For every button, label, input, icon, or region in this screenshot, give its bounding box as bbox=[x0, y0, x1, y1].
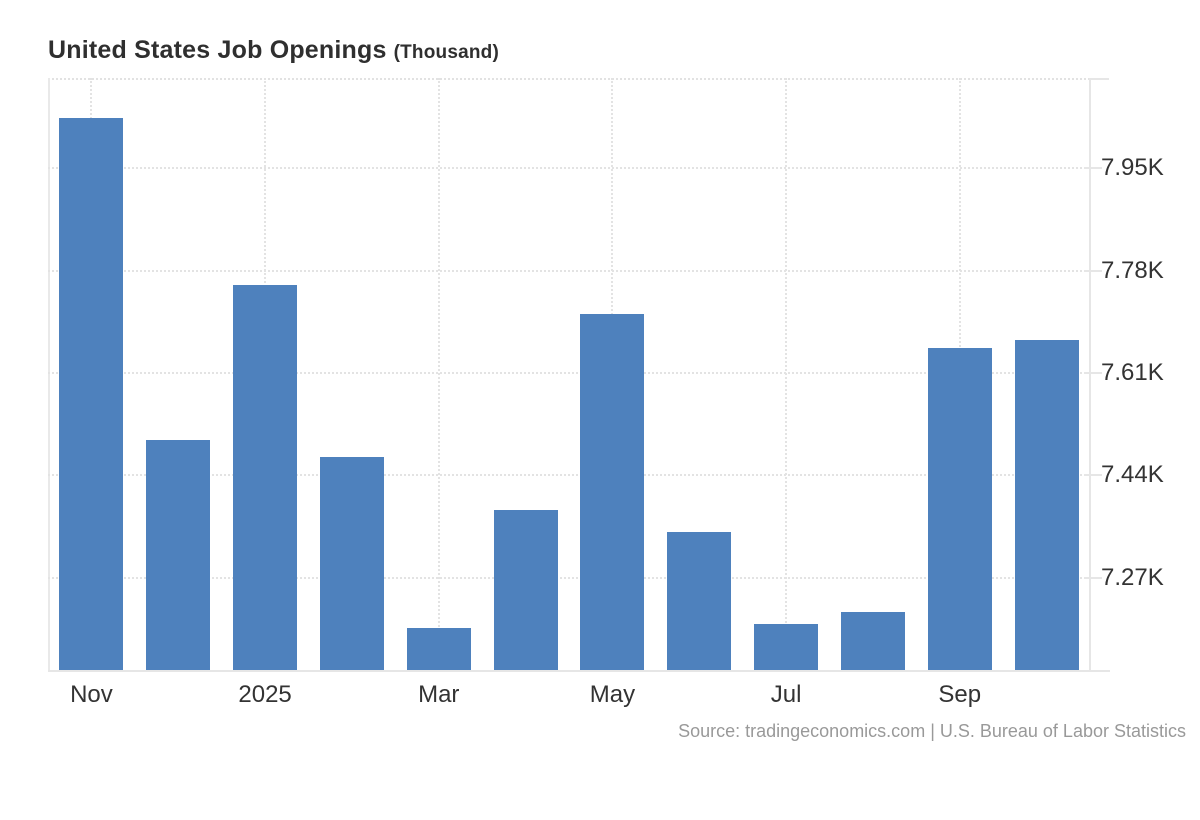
bar-feb-2025[interactable] bbox=[319, 457, 384, 670]
y-axis-label: 7.95K bbox=[1101, 154, 1164, 182]
bar-jul-2025[interactable] bbox=[754, 624, 819, 670]
bar-jan-2025[interactable] bbox=[233, 284, 298, 670]
x-axis-label: Mar bbox=[418, 681, 460, 708]
y-axis-label: 7.44K bbox=[1101, 461, 1164, 489]
gridline-y-7.95K bbox=[48, 167, 1090, 170]
bar-aug-2025[interactable] bbox=[840, 612, 905, 670]
bar-sep-2025[interactable] bbox=[927, 348, 992, 670]
gridline-y-7.61K bbox=[48, 372, 1090, 375]
plot-border-top bbox=[48, 78, 1090, 80]
y-axis-tick bbox=[1084, 576, 1102, 579]
gridline-y-7.44K bbox=[48, 474, 1090, 477]
plot-area bbox=[48, 78, 1110, 672]
y-axis-top-tick bbox=[1089, 78, 1109, 80]
x-axis-line bbox=[48, 670, 1110, 672]
chart-title-unit: (Thousand) bbox=[393, 42, 500, 63]
gridline-x-Jul bbox=[785, 78, 788, 670]
y-axis-line bbox=[1089, 78, 1091, 672]
chart-title-main: United States Job Openings bbox=[48, 36, 387, 64]
bar-jun-2025[interactable] bbox=[667, 532, 732, 670]
y-axis-label: 7.61K bbox=[1101, 359, 1164, 387]
source-attribution: Source: tradingeconomics.com | U.S. Bure… bbox=[678, 721, 1186, 741]
chart-title: United States Job Openings (Thousand) bbox=[48, 36, 499, 65]
bar-oct-2025[interactable] bbox=[1014, 339, 1079, 670]
y-axis-tick bbox=[1084, 269, 1102, 272]
bar-may-2025[interactable] bbox=[580, 314, 645, 670]
x-axis-label: Jul bbox=[770, 681, 802, 708]
y-axis-label: 7.27K bbox=[1101, 563, 1164, 591]
gridline-y-7.27K bbox=[48, 576, 1090, 579]
x-axis-label: Sep bbox=[938, 681, 982, 708]
y-axis-tick bbox=[1084, 167, 1102, 170]
gridline-x-Mar bbox=[437, 78, 440, 670]
y-axis-tick bbox=[1084, 372, 1102, 375]
bar-apr-2025[interactable] bbox=[493, 510, 558, 670]
y-axis-tick bbox=[1084, 474, 1102, 477]
y-axis-label: 7.78K bbox=[1101, 256, 1164, 284]
bar-dec-2024[interactable] bbox=[146, 439, 211, 670]
x-axis-label: Nov bbox=[70, 681, 113, 708]
bar-mar-2025[interactable] bbox=[406, 628, 471, 670]
bar-nov-2024[interactable] bbox=[59, 117, 124, 670]
x-axis-label: 2025 bbox=[238, 681, 292, 708]
gridline-y-7.78K bbox=[48, 269, 1090, 272]
x-axis-label: May bbox=[589, 681, 636, 708]
